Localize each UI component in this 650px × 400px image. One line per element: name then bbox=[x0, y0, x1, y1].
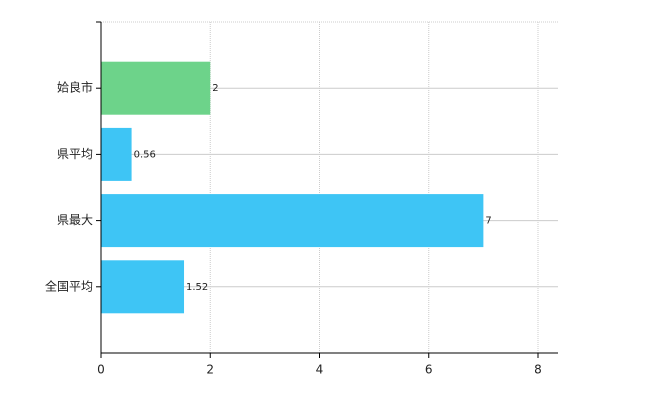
x-tick-label: 8 bbox=[534, 363, 542, 377]
value-label: 0.56 bbox=[134, 149, 156, 160]
y-tick-label: 県平均 bbox=[57, 147, 93, 161]
x-tick-label: 0 bbox=[97, 363, 105, 377]
x-tick-label: 4 bbox=[316, 363, 324, 377]
y-tick-label: 全国平均 bbox=[45, 278, 93, 293]
y-tick-label: 姶良市 bbox=[57, 80, 93, 95]
value-label: 1.52 bbox=[186, 282, 208, 293]
y-tick-label: 県最大 bbox=[57, 213, 93, 227]
value-label: 7 bbox=[485, 216, 491, 227]
bar bbox=[101, 127, 132, 181]
bar bbox=[101, 260, 185, 314]
x-tick-label: 2 bbox=[206, 363, 214, 377]
x-tick-label: 6 bbox=[425, 363, 433, 377]
bar bbox=[101, 194, 484, 248]
bar bbox=[101, 61, 211, 115]
value-label: 2 bbox=[212, 83, 218, 94]
